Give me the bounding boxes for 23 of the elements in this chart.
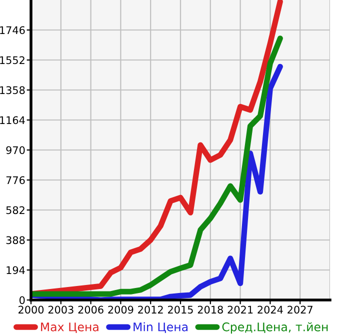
x-tick-label: 2009 — [108, 306, 134, 314]
y-tick-label: 1358 — [0, 86, 25, 94]
y-tick-label: 0 — [20, 296, 25, 304]
x-tick-label: 2024 — [258, 306, 283, 314]
y-tick-label: 1746 — [0, 26, 25, 34]
legend-label: Max Цена — [41, 322, 98, 334]
legend-label: Min Цена — [134, 322, 188, 334]
x-tick-label: 2018 — [198, 306, 223, 314]
y-tick-label: 1164 — [0, 116, 25, 124]
y-tick-label: 582 — [6, 206, 24, 214]
y-tick-label: 1552 — [0, 56, 24, 64]
x-tick-label: 2000 — [18, 306, 44, 314]
y-tick-label: 776 — [6, 176, 25, 184]
y-tick-label: 194 — [6, 266, 25, 274]
legend-label: Сред.Цена, т.йен — [222, 322, 328, 334]
x-tick-label: 2021 — [228, 306, 253, 314]
x-tick-label: 2012 — [138, 306, 163, 314]
x-tick-label: 2027 — [288, 306, 312, 314]
x-tick-label: 2003 — [48, 306, 74, 314]
x-tick-label: 2015 — [168, 306, 193, 314]
y-tick-label: 970 — [6, 146, 25, 154]
x-tick-label: 2006 — [78, 306, 104, 314]
y-tick-label: 388 — [6, 236, 25, 244]
